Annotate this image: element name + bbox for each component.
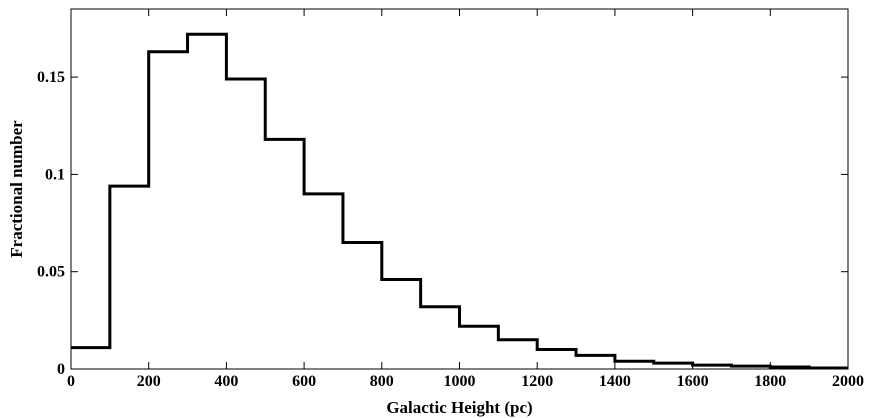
y-axis-ticks: 0 0.05 0.1 0.15	[37, 69, 848, 378]
plot-frame	[70, 8, 849, 370]
x-tick-label: 1200	[521, 373, 553, 390]
y-tick-label: 0.05	[37, 264, 65, 281]
y-axis-label: Fractional number	[7, 120, 26, 258]
x-tick-label: 1000	[444, 373, 476, 390]
x-tick-label: 1600	[677, 373, 709, 390]
x-tick-label: 800	[370, 373, 394, 390]
histogram-step-line	[71, 32, 848, 370]
x-tick-label: 200	[137, 373, 161, 390]
x-tick-label: 1400	[599, 373, 631, 390]
x-tick-label: 2000	[832, 373, 864, 390]
x-axis-label: Galactic Height (pc)	[386, 398, 532, 417]
x-tick-label: 1800	[754, 373, 786, 390]
y-tick-label: 0.1	[45, 166, 65, 183]
y-tick-label: 0	[57, 361, 65, 378]
y-tick-label: 0.15	[37, 69, 65, 86]
x-tick-label: 600	[292, 373, 316, 390]
x-axis-ticks: 0 200 400 600 800 1000 1200 1400 1600 1800 2000	[67, 9, 864, 390]
x-tick-label: 0	[67, 373, 75, 390]
x-tick-label: 400	[214, 373, 238, 390]
